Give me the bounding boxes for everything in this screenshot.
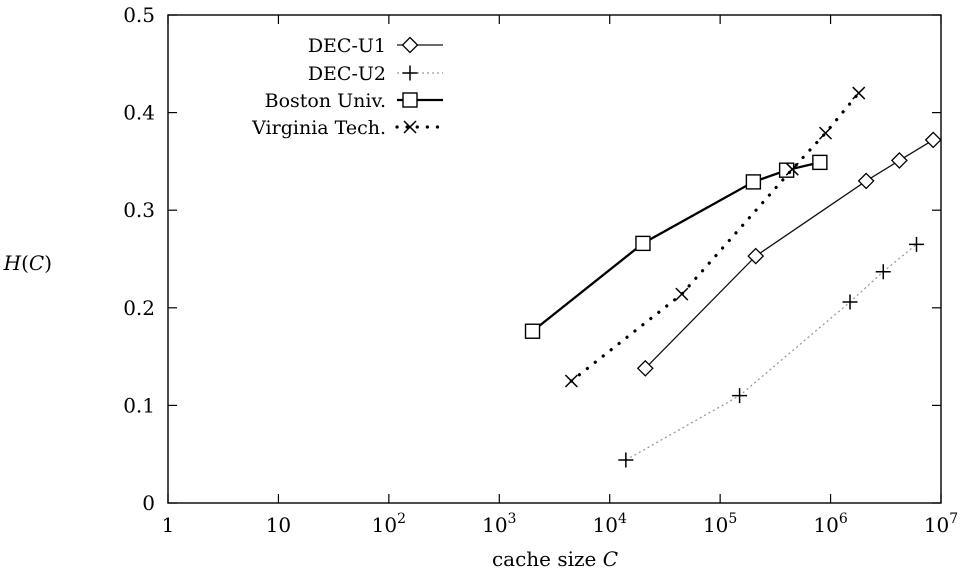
data-point-dec-u1 bbox=[924, 131, 942, 149]
data-point-boston-univ bbox=[812, 154, 828, 171]
y-tick-label: 0.3 bbox=[123, 198, 155, 222]
legend-label-virginia-tech: Virginia Tech. bbox=[251, 117, 386, 139]
data-point-dec-u1 bbox=[890, 152, 908, 169]
data-point-dec-u1 bbox=[636, 359, 654, 377]
data-point-dec-u2 bbox=[842, 294, 858, 310]
series-virginia-tech bbox=[564, 86, 866, 388]
series-boston-univ bbox=[524, 154, 828, 339]
data-point-virginia-tech bbox=[564, 374, 578, 388]
data-point-dec-u2 bbox=[732, 388, 748, 404]
data-point-dec-u2 bbox=[875, 264, 891, 280]
data-point-virginia-tech bbox=[675, 287, 689, 301]
x-axis-title-var: C bbox=[603, 547, 618, 571]
x-tick-label: 104 bbox=[593, 511, 627, 537]
x-tick-label: 103 bbox=[482, 511, 516, 537]
data-point-virginia-tech bbox=[785, 162, 799, 176]
y-axis-title-main: H bbox=[3, 251, 22, 275]
x-tick-base: 10 bbox=[266, 513, 291, 537]
x-axis-title-prefix: cache size bbox=[492, 547, 603, 571]
y-axis-title-close: ) bbox=[44, 251, 52, 275]
y-axis-title-var: C bbox=[29, 251, 44, 275]
x-tick-label: 102 bbox=[372, 511, 406, 537]
plot-frame bbox=[167, 14, 942, 504]
x-tick-label: 10 bbox=[266, 513, 291, 537]
data-point-virginia-tech bbox=[852, 86, 866, 100]
series-dec-u1 bbox=[636, 131, 942, 377]
legend-marker-dec-u1 bbox=[401, 36, 419, 54]
legend-label-dec-u1: DEC-U1 bbox=[308, 35, 386, 57]
data-point-boston-univ bbox=[745, 174, 762, 190]
y-tick-label: 0.2 bbox=[123, 296, 155, 320]
legend-marker-boston-univ bbox=[402, 92, 418, 108]
x-tick-base: 10 bbox=[482, 513, 507, 537]
x-tick-base: 10 bbox=[813, 513, 838, 537]
x-axis-title: cache size C bbox=[492, 547, 618, 571]
x-tick-label: 105 bbox=[703, 511, 737, 537]
x-tick-label: 106 bbox=[813, 511, 847, 537]
x-tick-exponent: 4 bbox=[618, 511, 627, 527]
series-line-dec-u2 bbox=[625, 243, 917, 461]
x-tick-exponent: 6 bbox=[839, 511, 848, 527]
x-tick-base: 10 bbox=[703, 513, 728, 537]
x-tick-exponent: 5 bbox=[728, 511, 737, 527]
legend-label-dec-u2: DEC-U2 bbox=[308, 63, 386, 85]
data-point-dec-u1 bbox=[857, 172, 875, 190]
legend: DEC-U1 DEC-U2 Boston Univ. Virginia Tech… bbox=[251, 35, 445, 139]
x-tick-exponent: 7 bbox=[949, 511, 958, 527]
x-tick-base: 10 bbox=[372, 513, 397, 537]
x-tick-label: 107 bbox=[924, 511, 958, 537]
y-tick-label: 0.4 bbox=[123, 101, 155, 125]
data-point-virginia-tech bbox=[818, 126, 833, 140]
data-point-dec-u2 bbox=[909, 236, 925, 252]
legend-marker-dec-u2 bbox=[402, 65, 418, 81]
y-tick-label: 0.5 bbox=[123, 3, 155, 27]
series-line-virginia-tech bbox=[569, 91, 861, 383]
y-axis-title-open: ( bbox=[21, 251, 29, 275]
data-point-boston-univ bbox=[635, 235, 651, 252]
x-tick-base: 10 bbox=[924, 513, 949, 537]
legend-label-boston-univ: Boston Univ. bbox=[265, 90, 386, 112]
series-dec-u2 bbox=[618, 236, 925, 468]
x-tick-exponent: 2 bbox=[397, 511, 406, 527]
data-point-dec-u1 bbox=[747, 247, 765, 265]
data-point-dec-u2 bbox=[618, 452, 634, 468]
x-tick-base: 10 bbox=[593, 513, 618, 537]
x-tick-label: 1 bbox=[162, 513, 175, 537]
x-tick-base: 1 bbox=[162, 513, 175, 537]
data-point-boston-univ bbox=[524, 323, 541, 339]
x-tick-exponent: 3 bbox=[508, 511, 517, 527]
legend-marker-virginia-tech bbox=[403, 120, 417, 134]
y-axis-title: H(C) bbox=[3, 251, 52, 275]
series-layer bbox=[524, 86, 942, 468]
y-tick-label: 0 bbox=[142, 491, 155, 515]
y-tick-label: 0.1 bbox=[123, 393, 155, 417]
legend-samples bbox=[395, 36, 445, 134]
